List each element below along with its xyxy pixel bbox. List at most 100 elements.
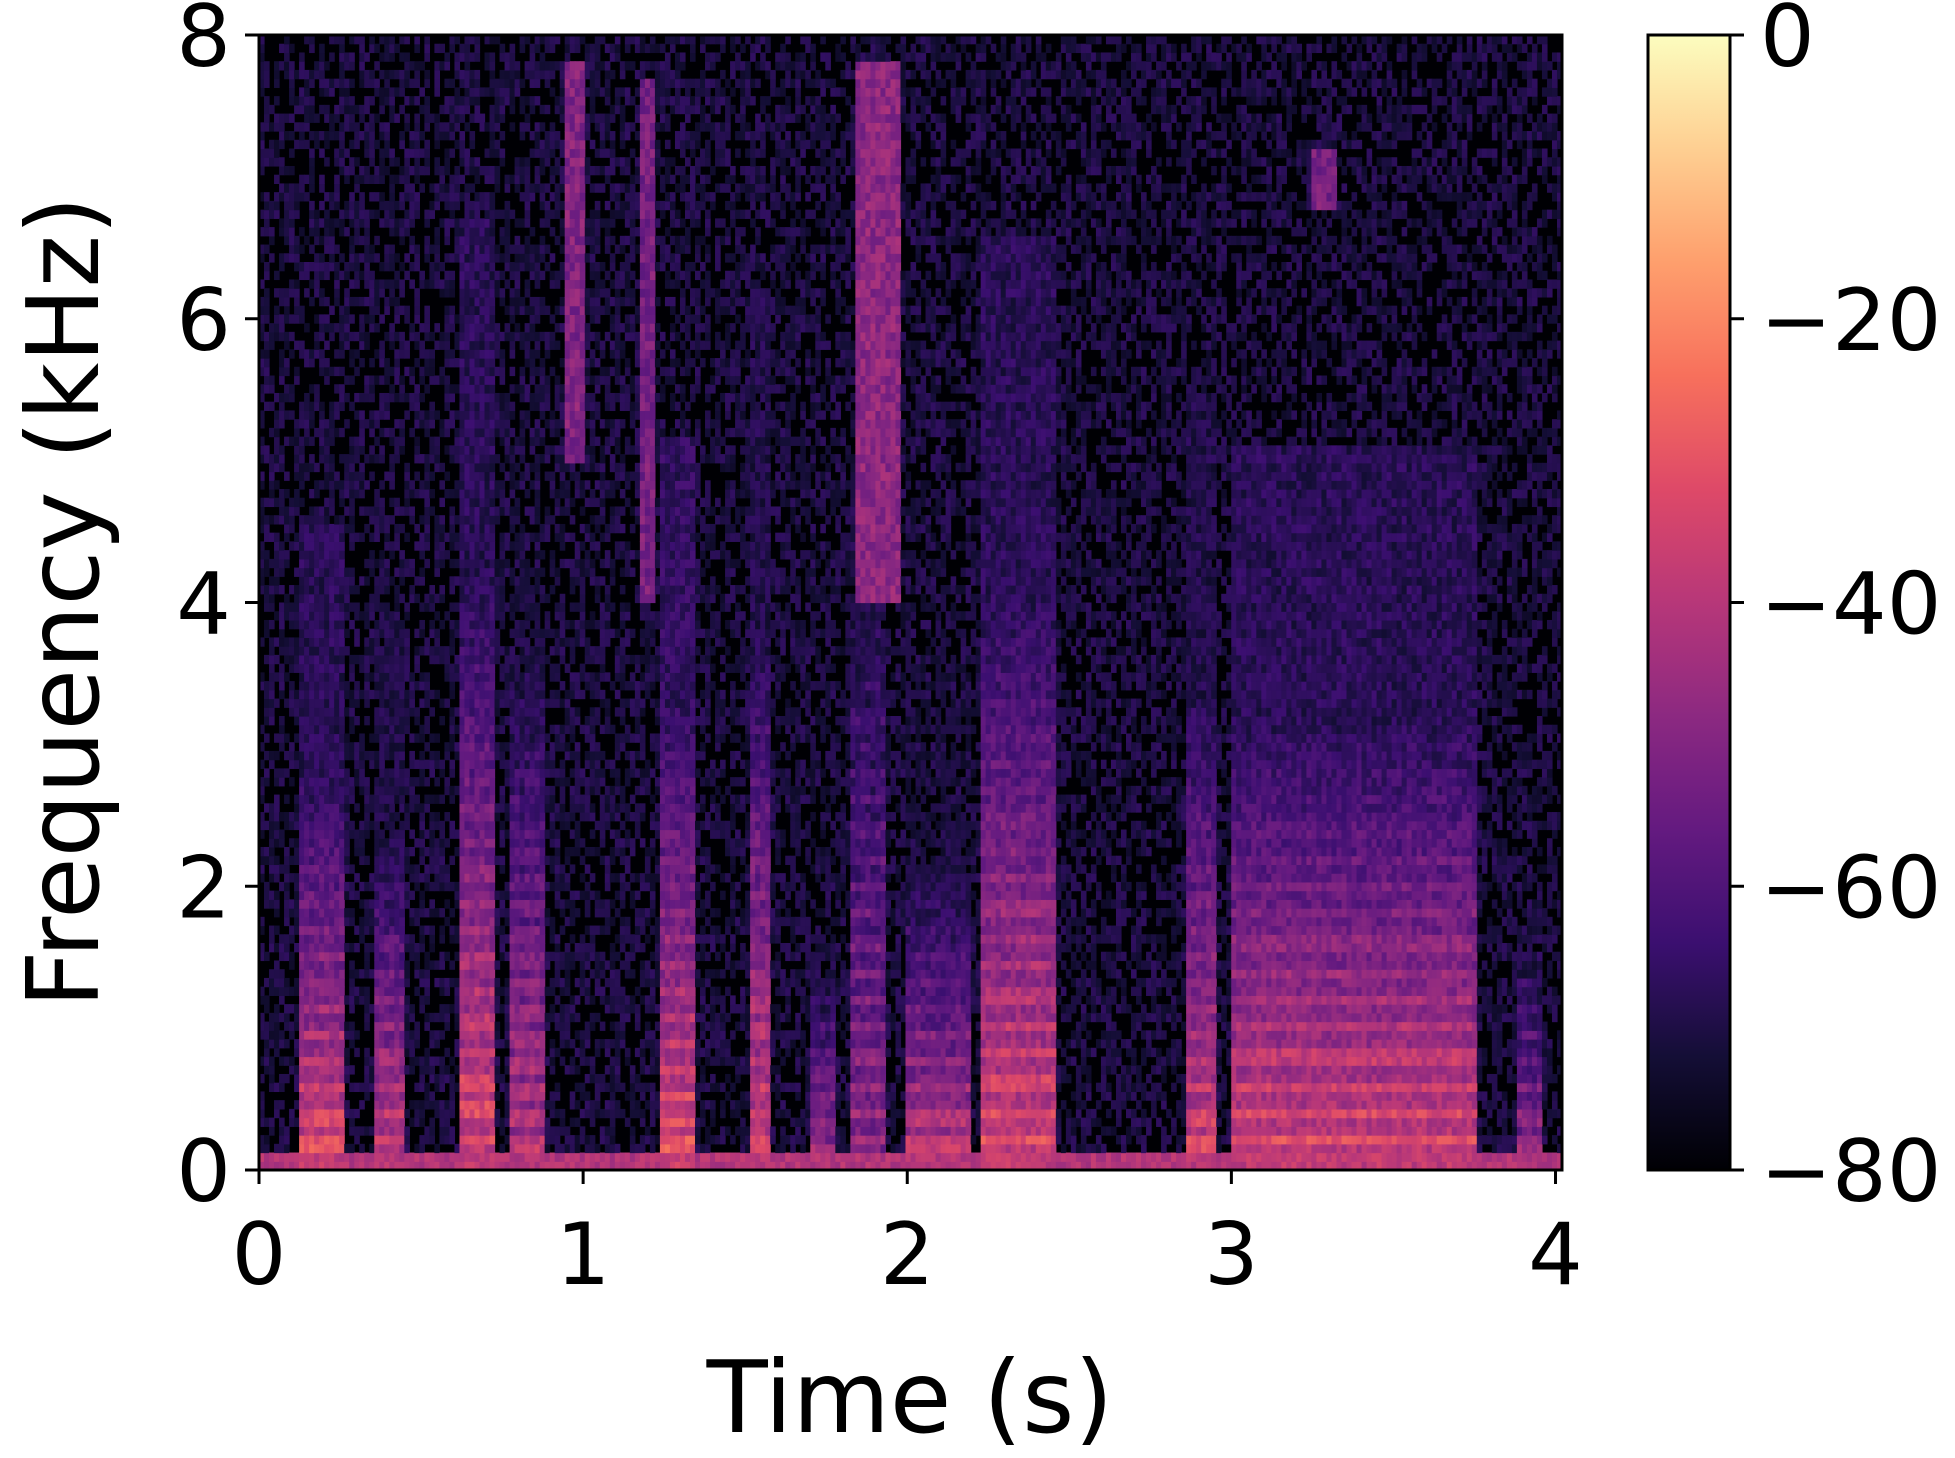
spectrogram-cell (294, 838, 300, 848)
spectrogram-cell (344, 96, 350, 106)
spectrogram-cell (314, 986, 320, 996)
spectrogram-cell (414, 296, 420, 307)
spectrogram-cell (434, 323, 441, 333)
spectrogram-cell (444, 611, 451, 621)
spectrogram-cell (409, 785, 415, 796)
spectrogram-cell (459, 340, 466, 350)
spectrogram-cell (279, 454, 285, 464)
spectrogram-cell (454, 253, 461, 263)
spectrogram-cell (394, 218, 400, 228)
spectrogram-cell (404, 1108, 410, 1119)
spectrogram-cell (439, 1117, 446, 1127)
spectrogram-cell (294, 986, 300, 996)
spectrogram-cell (449, 200, 456, 211)
spectrogram-cell (534, 1100, 541, 1110)
spectrogram-cell (314, 515, 320, 525)
spectrogram-cell (324, 323, 330, 333)
spectrogram-cell (339, 733, 345, 743)
spectrogram-cell (404, 165, 410, 176)
spectrogram-cell (339, 689, 345, 700)
spectrogram-cell (364, 296, 370, 307)
spectrogram-cell (384, 532, 390, 542)
spectrogram-cell (334, 960, 340, 970)
spectrogram-cell (384, 1143, 390, 1154)
spectrogram-cell (424, 480, 430, 490)
spectrogram-cell (489, 611, 496, 621)
spectrogram-cell (484, 689, 491, 700)
spectrogram-cell (289, 1152, 295, 1162)
spectrogram-cell (389, 331, 395, 342)
spectrogram-cell (264, 619, 270, 630)
spectrogram-cell (444, 235, 451, 246)
spectrogram-cell (529, 785, 536, 796)
spectrogram-cell (529, 366, 536, 377)
spectrogram-cell (484, 733, 491, 743)
spectrogram-cell (359, 663, 365, 673)
spectrogram-cell (314, 838, 320, 848)
spectrogram-cell (344, 576, 350, 586)
spectrogram-cell (414, 262, 420, 272)
spectrogram-cell (499, 576, 506, 586)
spectrogram-cell (459, 969, 466, 979)
spectrogram-cell (294, 637, 300, 647)
spectrogram-cell (339, 497, 345, 508)
spectrogram-cell (374, 209, 380, 219)
spectrogram-cell (469, 227, 476, 237)
spectrogram-cell (309, 855, 315, 866)
spectrogram-cell (394, 375, 400, 385)
spectrogram-cell (314, 1021, 320, 1031)
spectrogram-cell (294, 244, 300, 254)
spectrogram-cell (304, 349, 310, 359)
spectrogram-cell (329, 497, 335, 508)
spectrogram-cell (324, 803, 330, 813)
spectrogram-cell (314, 803, 320, 813)
spectrogram-cell (299, 960, 305, 970)
spectrogram-cell (264, 340, 270, 350)
spectrogram-cell (494, 977, 501, 988)
spectrogram-cell (389, 218, 395, 228)
spectrogram-cell (379, 567, 385, 577)
spectrogram-cell (369, 820, 375, 831)
spectrogram-cell (419, 61, 425, 71)
spectrogram-cell (289, 1161, 295, 1171)
spectrogram-cell (489, 331, 496, 342)
spectrogram-cell (274, 803, 280, 813)
spectrogram-cell (444, 122, 451, 132)
spectrogram-cell (534, 1021, 541, 1031)
spectrogram-cell (294, 139, 300, 150)
spectrogram-cell (474, 157, 481, 167)
spectrogram-cell (459, 803, 466, 813)
spectrogram-cell (409, 585, 415, 595)
spectrogram-cell (464, 951, 471, 962)
spectrogram-cell (324, 1030, 330, 1040)
spectrogram-cell (464, 672, 471, 682)
spectrogram-cell (529, 183, 536, 193)
spectrogram-cell (504, 890, 511, 900)
spectrogram-cell (469, 881, 476, 892)
spectrogram-cell (429, 262, 435, 272)
spectrogram-cell (399, 375, 405, 385)
spectrogram-cell (299, 52, 305, 62)
spectrogram-cell (499, 410, 506, 420)
spectrogram-cell (519, 1100, 526, 1110)
spectrogram-cell (499, 934, 506, 944)
spectrogram-cell (424, 995, 430, 1005)
spectrogram-cell (524, 925, 531, 935)
spectrogram-cell (344, 87, 350, 97)
spectrogram-cell (319, 366, 325, 377)
spectrogram-cell (309, 69, 315, 80)
spectrogram-cell (329, 846, 335, 857)
spectrogram-cell (409, 934, 415, 944)
spectrogram-cell (449, 392, 456, 403)
spectrogram-cell (484, 1108, 491, 1119)
spectrogram-cell (439, 960, 446, 970)
spectrogram-cell (314, 392, 320, 403)
spectrogram-cell (489, 628, 496, 639)
spectrogram-cell (424, 681, 430, 691)
spectrogram-cell (274, 192, 280, 202)
spectrogram-cell (364, 602, 370, 612)
spectrogram-cell (444, 899, 451, 909)
spectrogram-cell (264, 707, 270, 717)
spectrogram-cell (319, 890, 325, 900)
spectrogram-cell (324, 925, 330, 935)
